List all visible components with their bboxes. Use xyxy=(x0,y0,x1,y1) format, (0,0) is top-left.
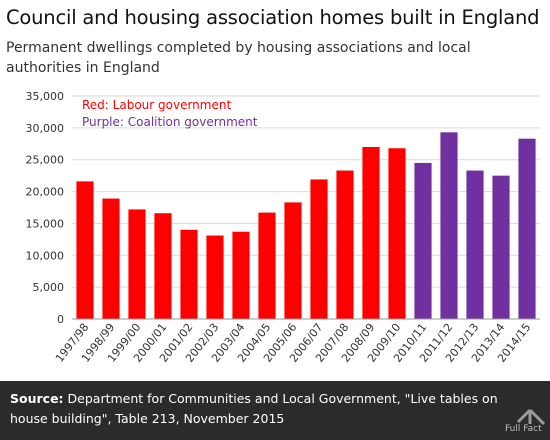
logo-text: Full Fact xyxy=(505,424,542,434)
y-axis-tick-labels: 0 5,000 10,000 15,000 20,000 25,000 30,000 35,0… xyxy=(26,90,65,326)
y-tick-label: 15,000 xyxy=(26,217,65,230)
bar-2011-12 xyxy=(440,132,458,319)
bar-2002-03 xyxy=(206,235,224,319)
chart-subtitle: Permanent dwellings completed by housing… xyxy=(6,40,471,76)
source-note: Source: Department for Communities and L… xyxy=(10,389,515,429)
labour-annotation: Red: Labour government xyxy=(82,98,231,112)
gridlines xyxy=(72,95,540,288)
y-tick-label: 5,000 xyxy=(33,281,65,294)
bar-2000-01 xyxy=(154,213,172,319)
bar-2004-05 xyxy=(258,212,276,319)
bar-2007-08 xyxy=(336,170,354,319)
bar-2013-14 xyxy=(492,175,510,319)
y-tick-label: 10,000 xyxy=(26,249,65,262)
chart-title: Council and housing association homes bu… xyxy=(6,6,540,29)
bar-1998-99 xyxy=(102,198,120,319)
bar-2009-10 xyxy=(388,148,406,319)
y-tick-label: 0 xyxy=(57,313,64,326)
bar-2003-04 xyxy=(232,231,250,319)
source-footer: Source: Department for Communities and L… xyxy=(0,381,550,440)
bar-2010-11 xyxy=(414,162,432,319)
bar-2014-15 xyxy=(518,138,536,319)
y-tick-label: 35,000 xyxy=(26,90,65,103)
source-label: Source: xyxy=(10,391,64,406)
y-tick-label: 25,000 xyxy=(26,154,65,167)
coalition-annotation: Purple: Coalition government xyxy=(82,115,258,129)
bar-chart: 0 5,000 10,000 15,000 20,000 25,000 30,000 35,0… xyxy=(26,90,540,365)
legend-annotations: Red: Labour government Purple: Coalition … xyxy=(82,98,258,129)
y-tick-label: 30,000 xyxy=(26,122,65,135)
full-fact-logo-icon xyxy=(516,408,546,426)
bars xyxy=(76,132,536,319)
bar-2005-06 xyxy=(284,202,302,319)
bar-1999-00 xyxy=(128,209,146,319)
bar-2006-07 xyxy=(310,179,328,319)
x-axis-tick-labels: 1997/981998/991999/002000/012001/022002/… xyxy=(53,321,533,365)
bar-2008-09 xyxy=(362,146,380,319)
bar-2012-13 xyxy=(466,170,484,319)
source-text: Department for Communities and Local Gov… xyxy=(10,391,498,426)
bar-1997-98 xyxy=(76,181,94,319)
y-tick-label: 20,000 xyxy=(26,186,65,199)
bar-2001-02 xyxy=(180,229,198,319)
